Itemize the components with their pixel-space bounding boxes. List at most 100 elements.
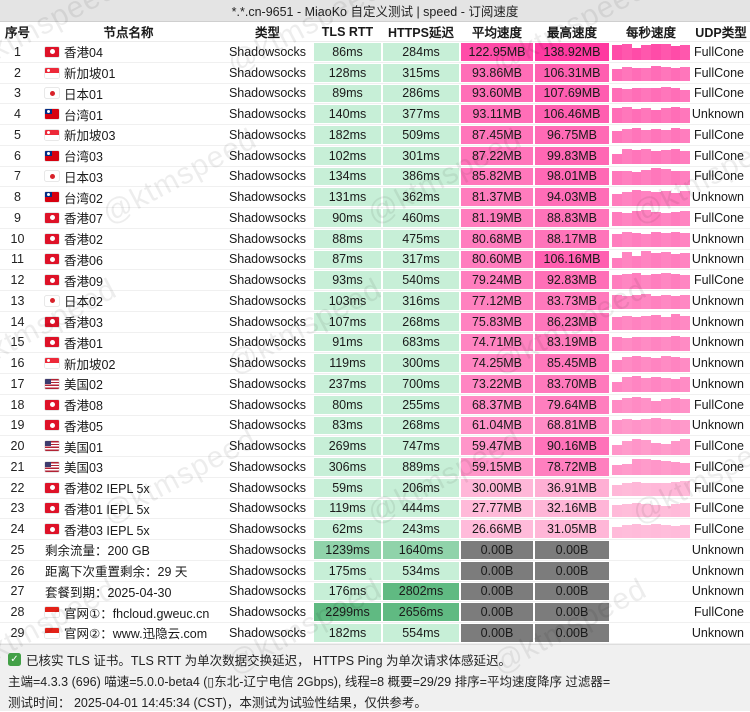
table-row[interactable]: 29 官网②：www.迅隐云.com Shadowsocks 182ms 554ms 0.… [0, 623, 750, 644]
table-row[interactable]: 1 香港04 Shadowsocks 86ms 284ms 122.95MB 138.92M… [0, 42, 750, 63]
node-name-cell: 新加坡02 [35, 353, 222, 373]
table-row[interactable]: 13 日本02 Shadowsocks 103ms 316ms 77.12MB 83.73M… [0, 291, 750, 312]
column-header-6[interactable]: 最高速度 [546, 26, 597, 40]
table-row[interactable]: 19 香港05 Shadowsocks 83ms 268ms 61.04MB 68.81MB… [0, 415, 750, 437]
node-name: 香港03 [64, 316, 103, 331]
table-row[interactable]: 14 香港03 Shadowsocks 107ms 268ms 75.83MB 86.23M… [0, 311, 750, 333]
column-header-5[interactable]: 平均速度 [471, 26, 522, 40]
table-row[interactable]: 10 香港02 Shadowsocks 88ms 475ms 80.68MB 88.17MB… [0, 228, 750, 250]
udp-type-cell: FullCone [693, 397, 744, 412]
max-speed-cell: 99.83MB [534, 145, 610, 166]
avg-speed-cell: 73.22MB [460, 374, 534, 394]
table-row[interactable]: 24 香港03 IEPL 5x Shadowsocks 62ms 243ms 26.66M… [0, 519, 750, 540]
https-delay-cell: 460ms [382, 208, 460, 228]
speed-bar [680, 358, 690, 372]
table-row[interactable]: 6 台湾03 Shadowsocks 102ms 301ms 87.22MB 99.83MB… [0, 145, 750, 167]
table-row[interactable]: 17 美国02 Shadowsocks 237ms 700ms 73.22MB 83.70M… [0, 374, 750, 395]
node-name: 美国03 [64, 461, 103, 476]
avg-speed-cell: 27.77MB [460, 498, 534, 519]
tls-rtt-cell: 176ms [313, 581, 382, 602]
speed-bar [641, 294, 651, 310]
speed-bar [612, 527, 622, 538]
column-header-3[interactable]: TLS RTT [321, 24, 374, 39]
speed-bar [670, 231, 681, 247]
max-speed-cell: 31.05MB [534, 519, 610, 539]
udp-type-cell: FullCone [693, 169, 744, 184]
speed-bar [660, 356, 671, 372]
table-row[interactable]: 16 新加坡02 Shadowsocks 119ms 300ms 74.25MB 85.45… [0, 353, 750, 374]
column-header-2[interactable]: 类型 [254, 26, 280, 40]
speed-bar [641, 129, 651, 144]
table-row[interactable]: 9 香港07 Shadowsocks 90ms 460ms 81.19MB 88.83MB F… [0, 208, 750, 229]
speed-bar [641, 169, 651, 185]
table-row[interactable]: 3 日本01 Shadowsocks 89ms 286ms 93.60MB 107.69MB… [0, 83, 750, 105]
per-second-speed-bars [610, 187, 692, 207]
per-second-speed-bars [610, 374, 692, 394]
node-name-cell: 美国01 [35, 436, 222, 456]
column-header-4[interactable]: HTTPS延迟 [388, 26, 454, 40]
table-row[interactable]: 5 新加坡03 Shadowsocks 182ms 509ms 87.45MB 96.75M… [0, 125, 750, 146]
speed-bar [670, 274, 681, 289]
table-row[interactable]: 25 剩余流量：200 GB Shadowsocks 1239ms 1640ms 0.00… [0, 540, 750, 561]
table-row[interactable]: 26 距离下次重置剩余：29 天 Shadowsocks 175ms 534ms 0.00… [0, 560, 750, 582]
table-row[interactable]: 7 日本03 Shadowsocks 134ms 386ms 85.82MB 98.01MB… [0, 166, 750, 188]
udp-type-cell: Unknown [692, 190, 744, 205]
max-speed-cell: 0.00B [534, 581, 610, 602]
node-name: 香港01 IEPL 5x [64, 502, 150, 517]
table-row[interactable]: 20 美国01 Shadowsocks 269ms 747ms 59.47MB 90.16M… [0, 436, 750, 457]
per-second-speed-bars [610, 333, 692, 353]
speed-bar [641, 275, 651, 289]
table-row[interactable]: 15 香港01 Shadowsocks 91ms 683ms 74.71MB 83.19MB… [0, 332, 750, 354]
row-index: 3 [14, 86, 21, 101]
speed-bar [612, 445, 622, 455]
speed-bar [680, 211, 690, 227]
table-row[interactable]: 11 香港06 Shadowsocks 87ms 317ms 80.60MB 106.16M… [0, 249, 750, 271]
hk-flag-icon [45, 212, 59, 223]
per-second-speed-bars [610, 561, 692, 581]
row-index: 27 [10, 584, 25, 599]
footer-version-line: 主端=4.3.3 (696) 喵速=5.0.0-beta4 (▯东北-辽宁电信 … [8, 670, 742, 691]
speed-bar [641, 397, 651, 413]
row-index: 17 [10, 376, 25, 391]
table-row[interactable]: 27 套餐到期：2025-04-30 Shadowsocks 176ms 2802ms 0… [0, 581, 750, 603]
table-row[interactable]: 23 香港01 IEPL 5x Shadowsocks 119ms 444ms 27.77… [0, 498, 750, 520]
per-second-speed-bars [610, 602, 692, 622]
table-row[interactable]: 2 新加坡01 Shadowsocks 128ms 315ms 93.86MB 106.31… [0, 62, 750, 84]
hk-flag-icon [45, 233, 59, 244]
tls-rtt-cell: 119ms [313, 353, 382, 373]
node-type-cell: Shadowsocks [228, 459, 307, 474]
max-speed-cell: 83.70MB [534, 374, 610, 394]
node-name-cell: 台湾03 [35, 146, 222, 166]
column-header-8[interactable]: UDP类型 [695, 26, 747, 40]
speed-bar [612, 45, 622, 61]
table-row[interactable]: 21 美国03 Shadowsocks 306ms 889ms 59.15MB 78.72M… [0, 457, 750, 478]
speed-bar [621, 315, 632, 330]
table-row[interactable]: 4 台湾01 Shadowsocks 140ms 377ms 93.11MB 106.46M… [0, 104, 750, 125]
avg-speed-cell: 81.37MB [460, 187, 534, 207]
speed-bar [660, 86, 671, 102]
sg-flag-icon [45, 129, 59, 140]
max-speed-cell: 0.00B [534, 602, 610, 622]
avg-speed-cell: 77.12MB [460, 291, 534, 311]
column-header-7[interactable]: 每秒速度 [625, 26, 676, 40]
node-type-cell: Shadowsocks [228, 625, 307, 640]
max-speed-cell: 86.23MB [534, 311, 610, 332]
table-row[interactable]: 18 香港08 Shadowsocks 80ms 255ms 68.37MB 79.64MB… [0, 394, 750, 416]
max-speed-cell: 88.83MB [534, 208, 610, 228]
table-row[interactable]: 12 香港09 Shadowsocks 93ms 540ms 79.24MB 92.83MB… [0, 270, 750, 291]
table-row[interactable]: 8 台湾02 Shadowsocks 131ms 362ms 81.37MB 94.03MB… [0, 187, 750, 208]
max-speed-cell: 0.00B [534, 623, 610, 643]
table-row[interactable]: 28 官网①：fhcloud.gweuc.cn Shadowsocks 2299ms 2… [0, 602, 750, 623]
table-row[interactable]: 22 香港02 IEPL 5x Shadowsocks 59ms 206ms 30.00M… [0, 477, 750, 499]
speed-bar [621, 129, 632, 144]
column-header-0[interactable]: 序号 [4, 26, 30, 40]
speed-bar [612, 505, 622, 517]
hk-flag-icon [45, 337, 59, 348]
column-header-1[interactable]: 节点名称 [103, 26, 154, 40]
speed-bar [651, 336, 661, 351]
avg-speed-cell: 0.00B [460, 623, 534, 643]
avg-speed-cell: 0.00B [460, 581, 534, 602]
udp-type-cell: FullCone [693, 439, 744, 454]
speed-bar [680, 150, 690, 164]
https-delay-cell: 747ms [382, 436, 460, 456]
